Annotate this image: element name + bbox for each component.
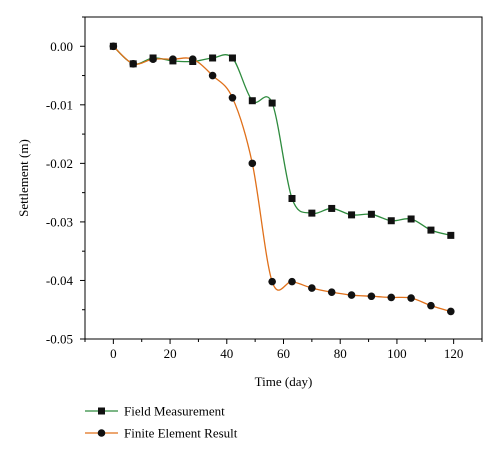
x-tick-label: 80 (334, 346, 347, 361)
data-point-finite-element-result (248, 159, 257, 168)
y-tick-label: -0.02 (46, 156, 73, 171)
x-tick-label: 40 (220, 346, 233, 361)
data-point-finite-element-result (327, 288, 336, 296)
series-field-measurement (109, 42, 455, 239)
data-point-field-measurement (407, 215, 415, 223)
data-point-field-measurement (367, 210, 375, 218)
data-point-finite-element-result (169, 55, 177, 63)
data-point-finite-element-result (208, 71, 217, 80)
plot-border (84, 16, 483, 340)
data-point-field-measurement (228, 54, 236, 62)
y-tick-label: 0.00 (50, 39, 73, 54)
data-point-field-measurement (288, 194, 296, 202)
y-tick-label: -0.03 (46, 214, 73, 229)
data-point-finite-element-result (347, 291, 356, 299)
series-layer (109, 42, 455, 316)
x-tick-label: 100 (387, 346, 407, 361)
data-point-field-measurement (209, 54, 217, 62)
x-tick-label: 60 (277, 346, 290, 361)
data-point-finite-element-result (427, 301, 435, 310)
y-tick-label: -0.01 (46, 97, 73, 112)
data-point-finite-element-result (447, 307, 455, 316)
y-axis-label: Settlement (m) (16, 139, 31, 217)
legend-item-finite-element-result: Finite Element Result (85, 426, 238, 441)
data-point-field-measurement (427, 226, 435, 234)
y-axis: 0.00 -0.01 -0.02 -0.03 -0.04 -0.05 (46, 16, 85, 347)
legend: Field Measurement Finite Element Result (85, 404, 238, 441)
data-point-finite-element-result (228, 93, 237, 102)
x-tick-label: 0 (110, 346, 117, 361)
data-point-finite-element-result (308, 284, 316, 292)
legend-label: Finite Element Result (124, 426, 238, 441)
y-tick-label: -0.04 (46, 273, 74, 288)
data-point-field-measurement (308, 209, 316, 217)
x-axis-label: Time (day) (255, 374, 313, 389)
data-point-finite-element-result (129, 60, 138, 68)
x-axis: 0 20 40 60 80 100 120 (84, 339, 483, 361)
y-tick-label: -0.05 (46, 332, 73, 347)
data-point-finite-element-result (387, 293, 396, 302)
data-point-field-measurement (328, 204, 336, 212)
series-finite-element-result (109, 42, 455, 316)
data-point-field-measurement (348, 211, 356, 219)
data-point-finite-element-result (149, 55, 157, 63)
legend-label: Field Measurement (124, 404, 225, 419)
legend-marker (97, 429, 106, 437)
series-line-field-measurement (112, 45, 451, 236)
data-point-finite-element-result (188, 55, 197, 63)
legend-marker (98, 407, 105, 415)
data-point-finite-element-result (288, 277, 296, 286)
data-point-field-measurement (387, 217, 395, 225)
data-point-field-measurement (268, 99, 276, 107)
data-point-field-measurement (447, 231, 455, 239)
x-tick-label: 20 (164, 346, 177, 361)
plot-frame (84, 16, 483, 340)
data-point-finite-element-result (109, 42, 118, 51)
data-point-finite-element-result (407, 294, 415, 302)
legend-item-field-measurement: Field Measurement (85, 404, 225, 419)
data-point-field-measurement (248, 97, 256, 105)
series-line-finite-element-result (112, 45, 451, 313)
data-point-finite-element-result (268, 277, 276, 286)
data-point-finite-element-result (367, 292, 376, 301)
x-tick-label: 120 (444, 346, 464, 361)
